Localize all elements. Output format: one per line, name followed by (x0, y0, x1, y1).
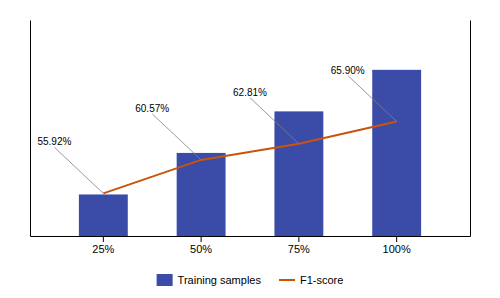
line (103, 122, 396, 194)
y-axis-line (30, 21, 31, 237)
legend-item: Training samples (157, 274, 262, 286)
data-label: 65.90% (331, 65, 365, 76)
leader-line (152, 114, 201, 160)
x-tick-mark (396, 236, 397, 242)
x-tick-mark (298, 236, 299, 242)
legend-label: Training samples (178, 274, 262, 286)
data-labels: 55.92% 60.57% 62.81% 65.90% (37, 65, 396, 194)
legend-swatch (157, 274, 173, 286)
y2-axis (470, 21, 471, 237)
legend-item: F1-score (279, 274, 343, 286)
data-label: 60.57% (135, 103, 169, 114)
x-axis: 25% 50% 75% 100% (31, 236, 471, 255)
legend-swatch (279, 279, 295, 281)
legend: Training samples F1-score (157, 274, 344, 286)
marks (79, 70, 421, 236)
bar (79, 194, 128, 236)
x-tick-label: 50% (190, 243, 212, 255)
legend-label: F1-score (300, 274, 343, 286)
x-tick-label: 100% (383, 243, 411, 255)
x-axis-line (31, 236, 471, 237)
x-tick: 50% (190, 236, 212, 255)
chart: 25% 50% 75% 100% 55.92% 60.57% 62.81% 65.90% Tra… (0, 0, 500, 298)
y2-axis-line (470, 21, 471, 237)
data-label: 62.81% (233, 87, 267, 98)
x-tick-label: 75% (288, 243, 310, 255)
leader-line (54, 147, 103, 193)
x-tick: 100% (383, 236, 411, 255)
x-tick-label: 25% (92, 243, 114, 255)
y-axis (30, 21, 31, 237)
bar (372, 70, 421, 236)
x-tick: 25% (92, 236, 114, 255)
x-tick-mark (103, 236, 104, 242)
x-tick-mark (201, 236, 202, 242)
bar (274, 111, 323, 236)
data-label: 55.92% (37, 136, 71, 147)
leader-line (348, 76, 397, 122)
plot: 25% 50% 75% 100% 55.92% 60.57% 62.81% 65.90% (31, 21, 471, 255)
leader-line (250, 98, 299, 144)
x-tick: 75% (288, 236, 310, 255)
